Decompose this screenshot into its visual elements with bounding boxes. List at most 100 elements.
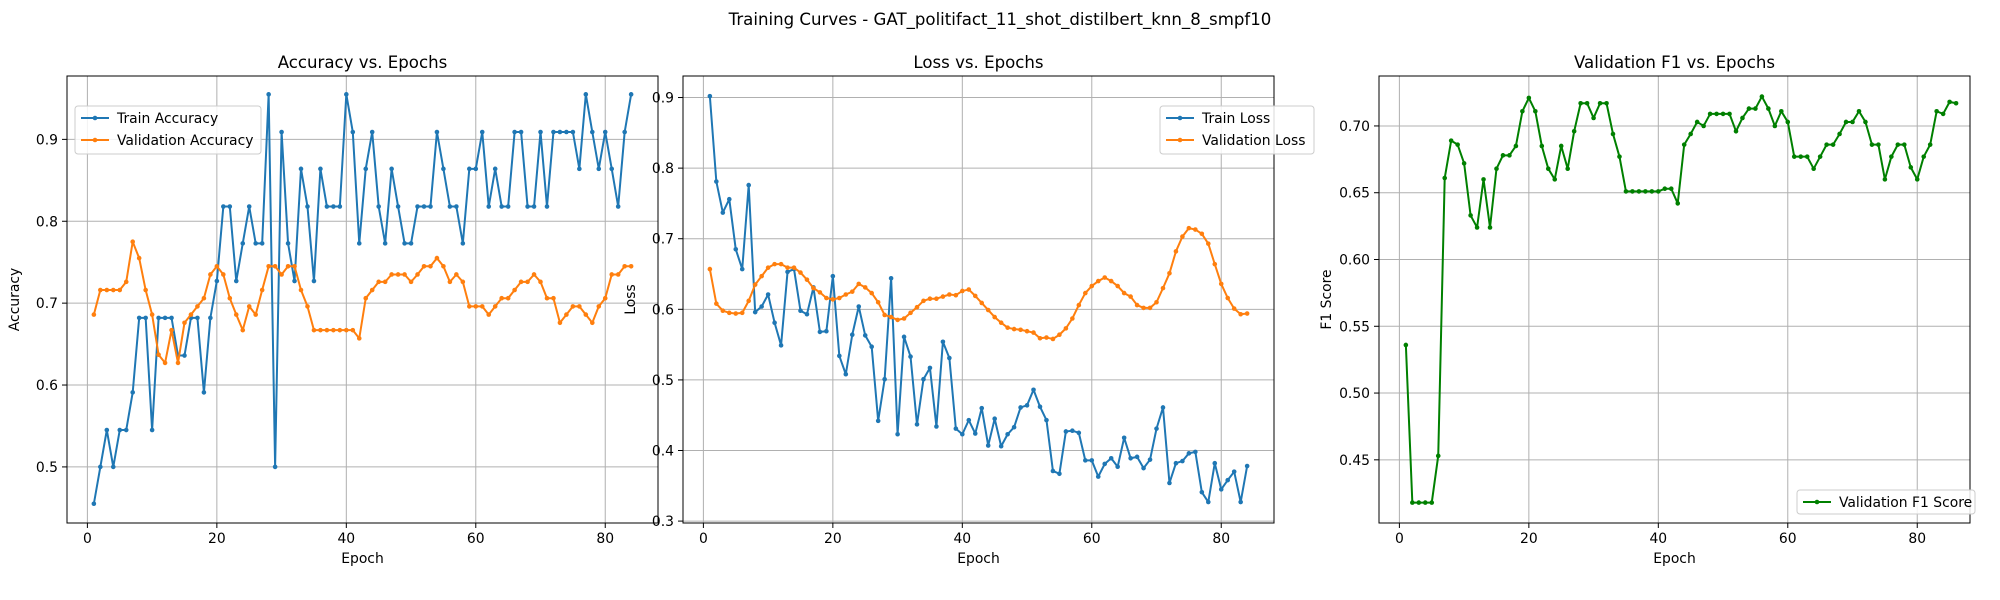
- data-point: [298, 166, 304, 172]
- data-point: [1759, 94, 1765, 99]
- data-point: [1558, 143, 1564, 149]
- data-point: [628, 92, 634, 97]
- data-point: [1442, 175, 1447, 181]
- y-tick-label: 0.65: [1339, 186, 1370, 202]
- data-point: [460, 279, 466, 285]
- data-point: [953, 292, 959, 298]
- data-point: [447, 204, 453, 209]
- data-point: [557, 129, 563, 135]
- data-point: [311, 327, 317, 333]
- data-point: [622, 264, 627, 269]
- data-point: [104, 287, 110, 293]
- data-point: [447, 279, 453, 285]
- data-point: [1617, 154, 1622, 159]
- data-point: [402, 272, 407, 277]
- data-point: [759, 273, 764, 279]
- data-point: [1824, 142, 1829, 147]
- data-point: [130, 239, 135, 245]
- chart-panel-3: Validation F1 vs. Epochs 0 20 40 60 80 0.45 0.5…: [1319, 53, 1976, 567]
- data-point: [156, 352, 161, 358]
- data-point: [1095, 278, 1101, 284]
- data-point: [512, 129, 517, 135]
- data-point: [551, 295, 556, 301]
- chart-title: Loss vs. Epochs: [913, 53, 1043, 72]
- data-point: [1173, 249, 1179, 254]
- x-axis-label: Epoch: [957, 551, 1000, 567]
- data-point: [1154, 299, 1159, 305]
- data-point: [376, 204, 381, 209]
- data-point: [499, 204, 504, 209]
- data-point: [1108, 278, 1114, 284]
- data-point: [285, 264, 291, 269]
- data-point: [1018, 327, 1023, 333]
- y-tick-label: 0.60: [1339, 253, 1370, 269]
- x-tick-label: 80: [1212, 531, 1230, 547]
- data-point: [895, 317, 900, 323]
- data-point: [1057, 471, 1062, 477]
- data-point: [1050, 336, 1056, 342]
- data-point: [1746, 106, 1752, 111]
- data-point: [505, 204, 511, 209]
- data-point: [1031, 330, 1036, 335]
- data-point: [1231, 306, 1237, 311]
- data-point: [862, 333, 868, 338]
- data-point: [966, 417, 972, 423]
- data-point: [492, 166, 498, 172]
- data-point: [1630, 189, 1635, 194]
- legend-entry: Validation F1 Score: [1803, 495, 1972, 511]
- data-point: [1160, 405, 1166, 410]
- data-point: [733, 247, 739, 252]
- data-point: [434, 255, 440, 261]
- data-point: [1591, 115, 1596, 121]
- data-point: [156, 315, 161, 321]
- y-tick-label: 0.50: [1339, 386, 1370, 402]
- data-point: [615, 272, 621, 277]
- data-point: [531, 272, 537, 277]
- data-point: [778, 261, 784, 267]
- data-point: [869, 290, 874, 296]
- series-line: [708, 96, 1249, 504]
- data-point: [1108, 455, 1114, 461]
- legend-label: Validation Loss: [1202, 133, 1305, 149]
- data-point: [1083, 290, 1088, 296]
- data-point: [1545, 166, 1551, 171]
- data-point: [1500, 153, 1506, 158]
- data-point: [318, 166, 323, 172]
- data-point: [143, 315, 148, 321]
- data-point: [843, 292, 849, 297]
- data-point: [454, 204, 459, 209]
- data-point: [175, 360, 181, 366]
- data-point: [998, 320, 1004, 326]
- data-point: [201, 390, 207, 395]
- data-point: [1837, 131, 1842, 137]
- legend: Train Loss Validation Loss: [1159, 105, 1315, 155]
- y-tick-label: 0.5: [36, 460, 58, 476]
- data-point: [1186, 225, 1192, 231]
- data-point: [1811, 166, 1816, 171]
- data-point: [1953, 100, 1959, 106]
- data-point: [1089, 283, 1095, 289]
- data-point: [596, 304, 602, 309]
- data-point: [344, 327, 349, 333]
- data-point: [350, 129, 356, 135]
- data-point: [208, 272, 213, 277]
- y-tick-label: 0.8: [652, 161, 674, 177]
- data-point: [1154, 426, 1159, 431]
- data-point: [746, 298, 751, 304]
- y-tick-label: 0.4: [652, 444, 674, 460]
- data-point: [1193, 449, 1198, 455]
- legend-entry: Train Accuracy: [81, 111, 218, 127]
- data-point: [869, 344, 874, 350]
- data-point: [1199, 489, 1205, 495]
- data-point: [1817, 154, 1823, 159]
- data-point: [233, 312, 239, 317]
- data-point: [402, 241, 407, 246]
- data-point: [136, 315, 142, 321]
- data-point: [564, 129, 569, 135]
- data-point: [1766, 106, 1771, 111]
- data-point: [824, 328, 829, 334]
- data-point: [369, 287, 375, 293]
- data-point: [143, 287, 148, 293]
- data-point: [441, 166, 446, 172]
